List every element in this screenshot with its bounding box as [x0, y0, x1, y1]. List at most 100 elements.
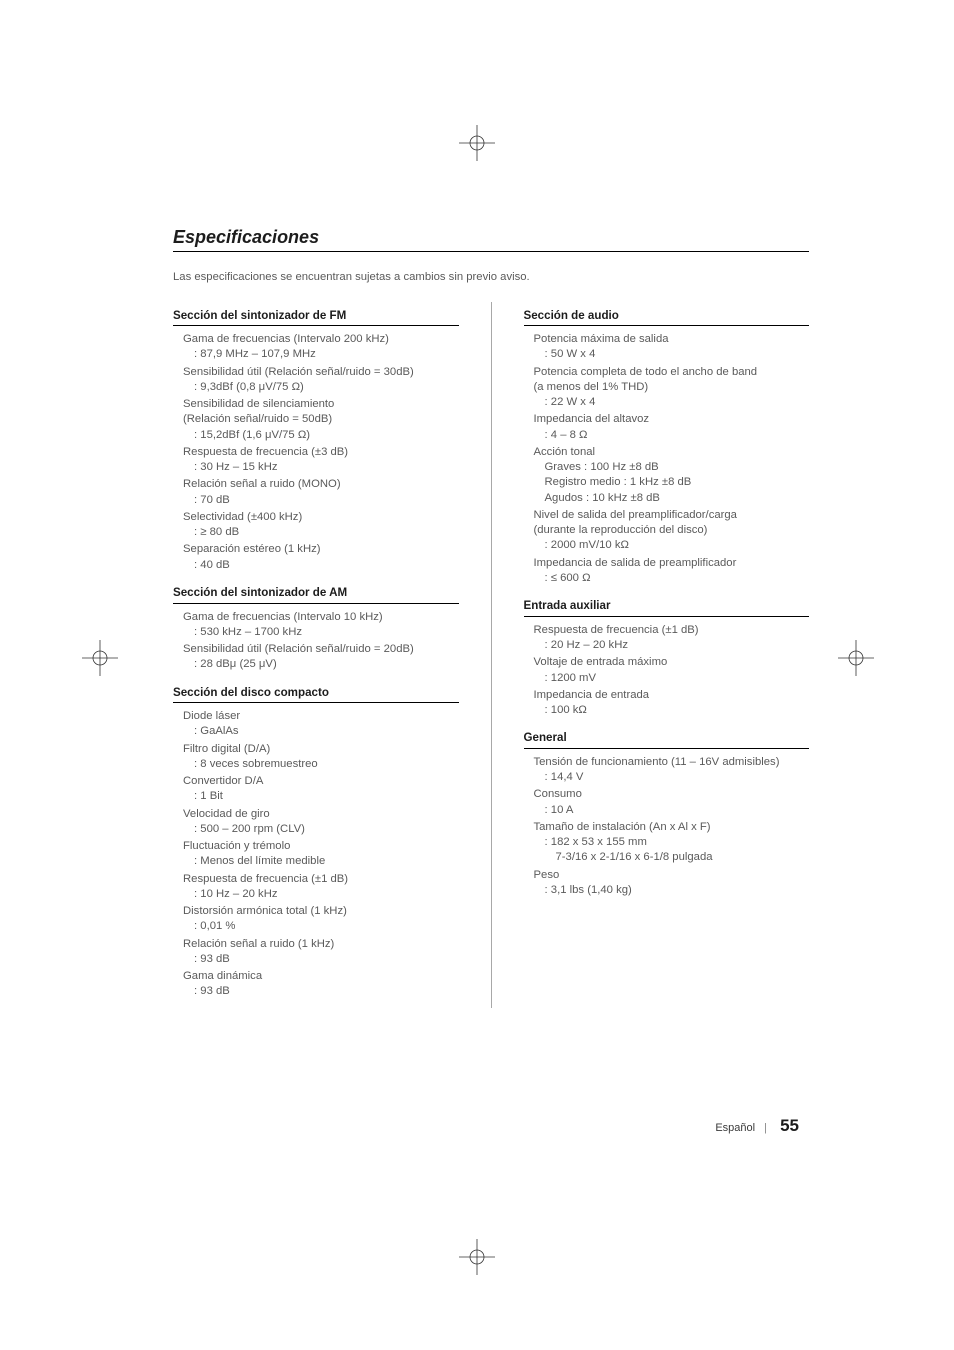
- spec-item: Potencia completa de todo el ancho de ba…: [534, 365, 810, 411]
- spec-label: Sensibilidad útil (Relación señal/ruido …: [183, 642, 459, 657]
- spec-item: Filtro digital (D/A)8 veces sobremuestre…: [183, 742, 459, 773]
- spec-value: 14,4 V: [534, 770, 810, 785]
- spec-value: Menos del límite medible: [183, 854, 459, 869]
- spec-block: Potencia máxima de salida50 W x 4Potenci…: [524, 328, 810, 586]
- spec-label: Consumo: [534, 787, 810, 802]
- page-footer: Español | 55: [715, 1115, 799, 1138]
- spec-extra: 7-3/16 x 2-1/16 x 6-1/8 pulgada: [534, 850, 810, 865]
- spec-item: Fluctuación y trémoloMenos del límite me…: [183, 839, 459, 870]
- footer-page-number: 55: [780, 1116, 799, 1135]
- spec-item: Separación estéreo (1 kHz)40 dB: [183, 542, 459, 573]
- spec-value: 2000 mV/10 kΩ: [534, 538, 810, 553]
- spec-label: Filtro digital (D/A): [183, 742, 459, 757]
- spec-value: 50 W x 4: [534, 347, 810, 362]
- spec-item: Consumo10 A: [534, 787, 810, 818]
- spec-value: 22 W x 4: [534, 395, 810, 410]
- spec-label: Potencia máxima de salida: [534, 332, 810, 347]
- spec-value: 20 Hz – 20 kHz: [534, 638, 810, 653]
- spec-label: Respuesta de frecuencia (±1 dB): [183, 872, 459, 887]
- spec-label: Convertidor D/A: [183, 774, 459, 789]
- spec-value: 8 veces sobremuestreo: [183, 757, 459, 772]
- spec-label: Nivel de salida del preamplificador/carg…: [534, 508, 810, 523]
- spec-label: Distorsión armónica total (1 kHz): [183, 904, 459, 919]
- spec-block: Respuesta de frecuencia (±1 dB)20 Hz – 2…: [524, 619, 810, 719]
- spec-item: Tensión de funcionamiento (11 – 16V admi…: [534, 755, 810, 786]
- spec-value: 10 Hz – 20 kHz: [183, 887, 459, 902]
- footer-language: Español: [715, 1122, 755, 1134]
- spec-item: Voltaje de entrada máximo1200 mV: [534, 655, 810, 686]
- spec-label: Tamaño de instalación (An x Al x F): [534, 820, 810, 835]
- spec-label: Relación señal a ruido (MONO): [183, 477, 459, 492]
- spec-item: Sensibilidad útil (Relación señal/ruido …: [183, 365, 459, 396]
- spec-item: Sensibilidad de silenciamiento(Relación …: [183, 397, 459, 443]
- spec-label: Gama dinámica: [183, 969, 459, 984]
- spec-label: Velocidad de giro: [183, 807, 459, 822]
- spec-value: 87,9 MHz – 107,9 MHz: [183, 347, 459, 362]
- spec-subvalue: Registro medio : 1 kHz ±8 dB: [534, 475, 810, 490]
- spec-subvalue: Agudos : 10 kHz ±8 dB: [534, 491, 810, 506]
- footer-separator: |: [764, 1122, 767, 1134]
- spec-item: Convertidor D/A1 Bit: [183, 774, 459, 805]
- column-right: Sección de audioPotencia máxima de salid…: [524, 296, 810, 1008]
- spec-value: GaAlAs: [183, 724, 459, 739]
- spec-item: Potencia máxima de salida50 W x 4: [534, 332, 810, 363]
- spec-label: Diode láser: [183, 709, 459, 724]
- spec-item: Gama de frecuencias (Intervalo 10 kHz)53…: [183, 610, 459, 641]
- spec-label: Selectividad (±400 kHz): [183, 510, 459, 525]
- spec-label: Impedancia del altavoz: [534, 412, 810, 427]
- spec-label: Separación estéreo (1 kHz): [183, 542, 459, 557]
- spec-item: Respuesta de frecuencia (±1 dB)10 Hz – 2…: [183, 872, 459, 903]
- spec-item: Impedancia de salida de preamplificador≤…: [534, 556, 810, 587]
- spec-item: Tamaño de instalación (An x Al x F)182 x…: [534, 820, 810, 866]
- intro-text: Las especificaciones se encuentran sujet…: [173, 270, 809, 285]
- spec-label: Respuesta de frecuencia (±1 dB): [534, 623, 810, 638]
- spec-subvalue: Graves : 100 Hz ±8 dB: [534, 460, 810, 475]
- section-heading: Sección del sintonizador de AM: [173, 585, 459, 604]
- spec-value: ≥ 80 dB: [183, 525, 459, 540]
- spec-value: 182 x 53 x 155 mm: [534, 835, 810, 850]
- spec-label: Sensibilidad útil (Relación señal/ruido …: [183, 365, 459, 380]
- section-heading: Sección del disco compacto: [173, 685, 459, 704]
- spec-item: Respuesta de frecuencia (±1 dB)20 Hz – 2…: [534, 623, 810, 654]
- column-divider: [491, 302, 492, 1008]
- spec-value: 93 dB: [183, 984, 459, 999]
- columns: Sección del sintonizador de FM Gama de fr…: [173, 296, 809, 1008]
- spec-value: 93 dB: [183, 952, 459, 967]
- spec-value: 3,1 lbs (1,40 kg): [534, 883, 810, 898]
- section-heading: Sección de audio: [524, 308, 810, 327]
- spec-label: Impedancia de entrada: [534, 688, 810, 703]
- spec-value: 530 kHz – 1700 kHz: [183, 625, 459, 640]
- spec-item: Diode láserGaAlAs: [183, 709, 459, 740]
- spec-value: ≤ 600 Ω: [534, 571, 810, 586]
- spec-item: Gama de frecuencias (Intervalo 200 kHz)8…: [183, 332, 459, 363]
- spec-item: Nivel de salida del preamplificador/carg…: [534, 508, 810, 554]
- page: Especificaciones Las especificaciones se…: [0, 0, 954, 1350]
- spec-item: Sensibilidad útil (Relación señal/ruido …: [183, 642, 459, 673]
- spec-value: 500 – 200 rpm (CLV): [183, 822, 459, 837]
- crop-mark-top: [459, 125, 495, 161]
- spec-value: 40 dB: [183, 558, 459, 573]
- spec-note: (a menos del 1% THD): [534, 380, 810, 395]
- column-left: Sección del sintonizador de FM Gama de fr…: [173, 296, 459, 1008]
- spec-item: Peso3,1 lbs (1,40 kg): [534, 868, 810, 899]
- spec-value: 100 kΩ: [534, 703, 810, 718]
- spec-value: 4 – 8 Ω: [534, 428, 810, 443]
- section-heading: Entrada auxiliar: [524, 598, 810, 617]
- spec-value: 30 Hz – 15 kHz: [183, 460, 459, 475]
- spec-label: Respuesta de frecuencia (±3 dB): [183, 445, 459, 460]
- crop-mark-right: [838, 640, 874, 676]
- spec-block: Diode láserGaAlAsFiltro digital (D/A)8 v…: [173, 705, 459, 1000]
- spec-item: Impedancia de entrada100 kΩ: [534, 688, 810, 719]
- spec-block: Tensión de funcionamiento (11 – 16V admi…: [524, 751, 810, 898]
- spec-block: Gama de frecuencias (Intervalo 10 kHz)53…: [173, 606, 459, 673]
- section-heading: Sección del sintonizador de FM: [173, 308, 459, 327]
- spec-note: (durante la reproducción del disco): [534, 523, 810, 538]
- spec-label: Potencia completa de todo el ancho de ba…: [534, 365, 810, 380]
- spec-value: 15,2dBf (1,6 μV/75 Ω): [183, 428, 459, 443]
- crop-mark-left: [82, 640, 118, 676]
- section-heading: General: [524, 730, 810, 749]
- spec-item: Selectividad (±400 kHz)≥ 80 dB: [183, 510, 459, 541]
- spec-item: Relación señal a ruido (MONO)70 dB: [183, 477, 459, 508]
- spec-label: Relación señal a ruido (1 kHz): [183, 937, 459, 952]
- spec-value: 9,3dBf (0,8 μV/75 Ω): [183, 380, 459, 395]
